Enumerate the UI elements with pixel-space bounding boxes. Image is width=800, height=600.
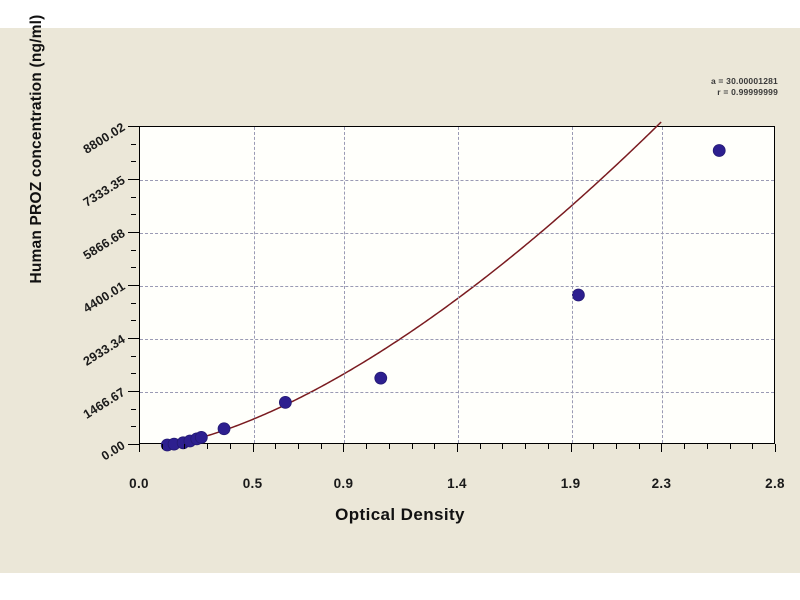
x-tick-minor <box>320 444 322 449</box>
y-tick-minor <box>131 267 136 269</box>
x-tick-major <box>343 444 345 452</box>
x-tick-major <box>252 444 254 452</box>
y-tick-minor <box>131 302 136 304</box>
y-tick-label: 1466.67 <box>80 385 128 422</box>
y-tick-minor <box>131 143 136 145</box>
stat-a-value: a = 30.00001281 <box>710 76 778 86</box>
x-tick-major <box>775 444 776 452</box>
x-tick-minor <box>706 444 708 449</box>
y-tick-label: 0.00 <box>98 438 128 464</box>
x-tick-minor <box>434 444 436 449</box>
gridline-horizontal <box>140 233 774 234</box>
x-tick-minor <box>752 444 754 449</box>
x-tick-label: 2.3 <box>651 476 672 491</box>
y-tick-minor <box>131 426 136 428</box>
data-point <box>194 431 208 444</box>
x-tick-major <box>139 444 140 452</box>
x-tick-minor <box>298 444 299 449</box>
chart-container: a = 30.00001281 r = 0.99999999 0.0 0.5 0.9… <box>0 14 800 573</box>
y-tick-label: 4400.01 <box>80 279 128 316</box>
x-tick-minor <box>366 444 368 449</box>
gridline-vertical <box>253 127 255 443</box>
y-tick-label: 5866.68 <box>80 226 128 263</box>
x-tick-major <box>457 444 458 452</box>
y-tick-minor <box>131 214 136 216</box>
x-axis-title: Optical Density <box>335 505 465 524</box>
x-tick-minor <box>411 444 413 449</box>
y-tick-minor <box>131 249 136 251</box>
x-tick-label: 0.0 <box>129 476 149 491</box>
y-tick-minor <box>131 373 136 375</box>
y-tick-label: 2933.34 <box>80 332 128 369</box>
stats-annotation: a = 30.00001281 r = 0.99999999 <box>711 76 778 98</box>
x-tick-minor <box>275 444 277 449</box>
x-tick-major <box>570 444 572 452</box>
y-tick-major <box>128 285 139 286</box>
y-tick-minor <box>131 196 136 198</box>
x-tick-minor <box>616 444 617 449</box>
data-point <box>374 371 388 385</box>
y-tick-label: 8800.02 <box>80 120 128 157</box>
gridline-horizontal <box>140 180 774 181</box>
stat-r-value: r = 0.99999999 <box>717 87 778 97</box>
x-tick-minor <box>161 444 163 449</box>
x-tick-minor <box>593 444 595 449</box>
gridline-vertical <box>458 127 459 443</box>
gridline-horizontal <box>140 286 774 287</box>
gridline-vertical <box>662 127 664 443</box>
y-tick-major <box>128 338 139 339</box>
data-point <box>217 422 231 436</box>
y-tick-major <box>128 126 139 127</box>
data-point <box>571 288 585 302</box>
fitted-curve <box>166 121 662 446</box>
plot-area <box>139 121 775 452</box>
x-tick-label: 0.5 <box>242 476 263 491</box>
x-tick-minor <box>388 444 390 449</box>
y-tick-major <box>128 179 139 180</box>
x-tick-minor <box>525 444 527 449</box>
gridline-horizontal <box>140 339 774 340</box>
x-tick-label: 1.9 <box>560 476 581 491</box>
gridline-vertical <box>344 127 346 443</box>
y-tick-minor <box>131 355 136 357</box>
y-tick-major <box>128 232 139 233</box>
x-tick-minor <box>684 444 686 449</box>
y-tick-major <box>128 444 139 445</box>
data-layer <box>160 121 726 452</box>
y-tick-minor <box>131 320 136 322</box>
x-tick-minor <box>229 444 231 449</box>
y-tick-label: 7333.35 <box>80 173 128 210</box>
y-tick-major <box>128 391 139 392</box>
x-tick-minor <box>502 444 504 449</box>
gridline-horizontal <box>140 392 774 393</box>
x-tick-minor <box>184 444 186 449</box>
x-tick-minor <box>729 444 731 449</box>
x-tick-label: 0.9 <box>333 476 354 491</box>
y-tick-minor <box>131 161 136 163</box>
data-point <box>712 144 726 157</box>
y-tick-minor <box>131 408 136 410</box>
x-tick-minor <box>479 444 481 449</box>
gridline-vertical <box>571 127 573 443</box>
x-tick-label: 2.8 <box>765 476 785 491</box>
y-axis-title: Human PROZ concentration (ng/ml) <box>28 14 45 284</box>
x-tick-major <box>661 444 663 452</box>
x-tick-minor <box>638 444 640 449</box>
data-point <box>278 395 292 409</box>
x-tick-label: 1.4 <box>447 476 467 491</box>
x-tick-minor <box>207 444 209 449</box>
x-tick-minor <box>547 444 549 449</box>
